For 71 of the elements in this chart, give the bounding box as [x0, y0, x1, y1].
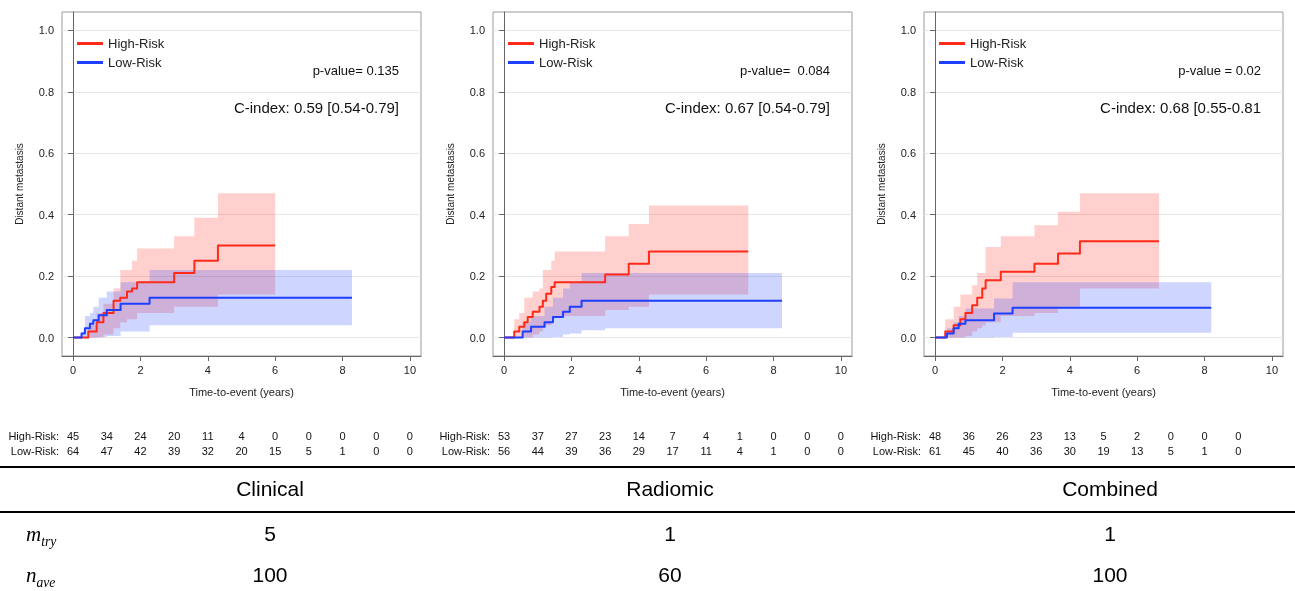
- legend-label: High-Risk: [970, 36, 1027, 51]
- y-tick-label: 0.8: [38, 85, 54, 98]
- y-tick-label: 0.0: [900, 331, 916, 344]
- text: Clinical: [236, 477, 304, 501]
- annotation: C-index: 0.68 [0.55-0.81: [1100, 99, 1261, 116]
- x-tick-label: 2: [137, 363, 144, 376]
- text: Combined: [1062, 477, 1158, 501]
- x-tick-label: 4: [1066, 363, 1073, 376]
- annotation: p-value= 0.084: [740, 63, 830, 78]
- y-tick-label: 0.0: [38, 331, 54, 344]
- y-axis-title: Distant metastasis: [444, 143, 456, 225]
- x-tick-label: 4: [635, 363, 642, 376]
- text: Low-Risk: 56 44 39 36 29 17 11 4 1 0 0: [441, 444, 844, 457]
- x-tick-label: 0: [501, 363, 508, 376]
- x-tick-label: 10: [403, 363, 417, 376]
- annotation: p-value = 0.02: [1178, 63, 1262, 78]
- y-tick-label: 1.0: [900, 24, 916, 37]
- x-tick-label: 8: [1201, 363, 1208, 376]
- x-axis-title: Time-to-event (years): [1051, 385, 1156, 398]
- x-tick-label: 6: [703, 363, 710, 376]
- text: 1: [1104, 522, 1116, 546]
- text: Low-Risk: 64 47 42 39 32 20 15 5 1 0 0: [10, 444, 413, 457]
- text: High-Risk: 48 36 26 23 13 5 2 0 0 0: [870, 429, 1242, 442]
- text: High-Risk: 45 34 24 20 11 4 0 0 0 0 0: [8, 429, 413, 442]
- text: 1: [664, 522, 676, 546]
- x-tick-label: 4: [204, 363, 211, 376]
- text: 60: [658, 563, 682, 587]
- y-tick-label: 0.4: [469, 208, 485, 221]
- y-tick-label: 0.8: [469, 85, 485, 98]
- legend-label: High-Risk: [108, 36, 165, 51]
- x-tick-label: 10: [834, 363, 848, 376]
- y-tick-label: 0.6: [900, 147, 916, 160]
- y-tick-label: 0.2: [469, 270, 485, 283]
- legend-label: High-Risk: [539, 36, 596, 51]
- annotation: C-index: 0.59 [0.54-0.79]: [233, 99, 400, 116]
- y-tick-label: 0.4: [38, 208, 54, 221]
- x-tick-label: 6: [272, 363, 279, 376]
- x-tick-label: 10: [1265, 363, 1279, 376]
- x-axis-title: Time-to-event (years): [189, 385, 294, 398]
- x-axis-title: Time-to-event (years): [620, 385, 725, 398]
- text: Radiomic: [626, 477, 714, 501]
- y-tick-label: 0.2: [38, 270, 54, 283]
- y-tick-label: 0.8: [900, 85, 916, 98]
- x-tick-label: 8: [339, 363, 346, 376]
- text: 100: [1092, 563, 1128, 587]
- x-tick-label: 6: [1134, 363, 1141, 376]
- y-axis-title: Distant metastasis: [875, 143, 887, 225]
- text: High-Risk: 53 37 27 23 14 7 4 1 0 0 0: [439, 429, 844, 442]
- text: 100: [252, 563, 288, 587]
- text: 5: [264, 522, 276, 546]
- annotation: p-value= 0.135: [312, 63, 399, 78]
- legend-label: Low-Risk: [108, 55, 162, 70]
- y-tick-label: 0.0: [469, 331, 485, 344]
- y-tick-label: 0.6: [38, 147, 54, 160]
- x-tick-label: 2: [568, 363, 575, 376]
- y-tick-label: 0.4: [900, 208, 916, 221]
- text: Low-Risk: 61 45 40 36 30 19 13 5 1 0: [872, 444, 1242, 457]
- y-tick-label: 1.0: [38, 24, 54, 37]
- x-tick-label: 0: [70, 363, 77, 376]
- x-tick-label: 0: [932, 363, 939, 376]
- y-tick-label: 1.0: [469, 24, 485, 37]
- y-tick-label: 0.2: [900, 270, 916, 283]
- y-axis-title: Distant metastasis: [13, 143, 25, 225]
- annotation: C-index: 0.67 [0.54-0.79]: [664, 99, 831, 116]
- text: n$_{ave}$: [26, 563, 56, 591]
- legend-label: Low-Risk: [970, 55, 1024, 70]
- x-tick-label: 2: [999, 363, 1006, 376]
- x-tick-label: 8: [770, 363, 777, 376]
- legend-label: Low-Risk: [539, 55, 593, 70]
- text: m$_{try}$: [26, 522, 57, 551]
- y-tick-label: 0.6: [469, 147, 485, 160]
